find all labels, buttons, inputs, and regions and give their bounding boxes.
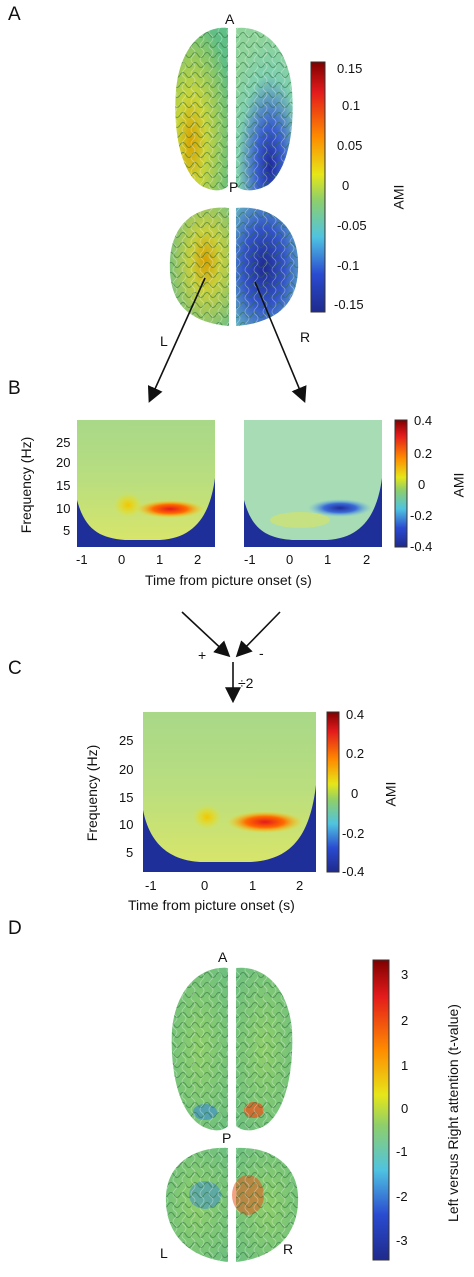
cb-c-label: AMI: [382, 781, 399, 807]
left-label-d: L: [160, 1245, 168, 1261]
cb-d-tick-4: -1: [396, 1144, 408, 1159]
tf-c-xtick-2: 2: [296, 878, 304, 893]
cb-c-tick-0: 0.4: [346, 707, 365, 722]
cb-c-tick-1: 0.2: [346, 746, 365, 761]
divide-by-two: ÷2: [238, 675, 254, 691]
tf-c-ytick-5: 5: [126, 845, 134, 860]
cb-b-tick-1: 0.2: [414, 446, 433, 461]
tf-b-left-xtick-1: 1: [156, 552, 164, 567]
tf-map-left: [77, 420, 215, 547]
cb-a-tick-6: -0.15: [334, 297, 364, 312]
cb-b-tick-3: -0.2: [410, 508, 433, 523]
arrow-right-to-tf: [254, 281, 307, 403]
posterior-label-d: P: [222, 1130, 232, 1146]
tf-c-ytick-25: 25: [119, 733, 134, 748]
tf-c-ytick-10: 10: [119, 817, 134, 832]
tf-map-right: [244, 420, 382, 547]
cb-d-tick-3: 0: [401, 1101, 409, 1116]
posterior-label-a: P: [229, 179, 239, 195]
colorbar-a: [310, 61, 326, 313]
tf-b-right-xtick-0: 0: [286, 552, 294, 567]
cb-c-tick-3: -0.2: [342, 826, 365, 841]
colorbar-d: [372, 959, 390, 1261]
right-label-a: R: [300, 329, 311, 345]
panel-letter-d: D: [8, 918, 22, 939]
cb-d-label: Left versus Right attention (t-value): [445, 1004, 461, 1222]
colorbar-b: [394, 419, 408, 548]
cb-a-label: AMI: [390, 184, 407, 210]
arrow-combine-left: [181, 611, 231, 658]
cb-a-tick-2: 0.05: [337, 138, 363, 153]
minus-sign: -: [259, 645, 264, 661]
tf-b-xlabel: Time from picture onset (s): [145, 572, 312, 588]
anterior-label-a: A: [225, 11, 235, 27]
tf-b-right-xtick-1: 1: [324, 552, 332, 567]
right-label-d: R: [283, 1241, 294, 1257]
tf-b-ytick-20: 20: [56, 455, 71, 470]
cb-b-tick-4: -0.4: [410, 539, 433, 554]
brain-top-view-a: [175, 27, 293, 191]
tf-c-xlabel: Time from picture onset (s): [128, 897, 295, 913]
panel-letter-c: C: [8, 658, 22, 679]
tf-b-right-xtick-m1: -1: [244, 552, 256, 567]
panel-letter-a: A: [8, 4, 21, 25]
tf-b-ytick-15: 15: [56, 478, 71, 493]
cb-a-tick-5: -0.1: [337, 258, 360, 273]
cb-d-tick-1: 2: [401, 1013, 409, 1028]
colorbar-c: [326, 711, 340, 873]
cb-d-tick-5: -2: [396, 1189, 408, 1204]
tf-c-ylabel: Frequency (Hz): [84, 744, 101, 842]
cb-c-tick-2: 0: [351, 786, 359, 801]
tf-c-ytick-20: 20: [119, 762, 134, 777]
tf-b-left-xtick-m1: -1: [76, 552, 88, 567]
cb-b-tick-2: 0: [418, 477, 426, 492]
tf-c-xtick-1: 1: [249, 878, 257, 893]
cb-b-label: AMI: [450, 472, 467, 498]
tf-b-right-xtick-2: 2: [363, 552, 371, 567]
plus-sign: +: [198, 647, 207, 663]
anterior-label-d: A: [218, 949, 228, 965]
cb-b-tick-0: 0.4: [414, 413, 433, 428]
tf-c-ytick-15: 15: [119, 790, 134, 805]
brain-top-view-d: [171, 967, 293, 1131]
cb-d-tick-6: -3: [396, 1233, 408, 1248]
cb-d-tick-2: 1: [401, 1058, 409, 1073]
arrow-left-to-tf: [147, 277, 206, 403]
tf-c-xtick-0: 0: [201, 878, 209, 893]
cb-a-tick-0: 0.15: [337, 61, 363, 76]
brain-back-view-a: [169, 207, 299, 326]
tf-map-average: [143, 712, 316, 872]
left-label-a: L: [160, 333, 168, 349]
cb-a-tick-1: 0.1: [342, 98, 361, 113]
tf-b-left-xtick-2: 2: [194, 552, 202, 567]
cb-a-tick-3: 0: [342, 178, 350, 193]
brain-back-view-d: [165, 1147, 299, 1262]
cb-c-tick-4: -0.4: [342, 864, 365, 879]
tf-c-xtick-m1: -1: [145, 878, 157, 893]
cb-a-tick-4: -0.05: [337, 218, 367, 233]
cb-d-tick-0: 3: [401, 967, 409, 982]
tf-b-ytick-10: 10: [56, 501, 71, 516]
tf-b-ytick-5: 5: [63, 523, 71, 538]
panel-letter-b: B: [8, 378, 21, 399]
arrow-combine-right: [235, 611, 281, 658]
tf-b-left-xtick-0: 0: [118, 552, 126, 567]
tf-b-ylabel: Frequency (Hz): [18, 436, 35, 534]
tf-b-ytick-25: 25: [56, 435, 71, 450]
